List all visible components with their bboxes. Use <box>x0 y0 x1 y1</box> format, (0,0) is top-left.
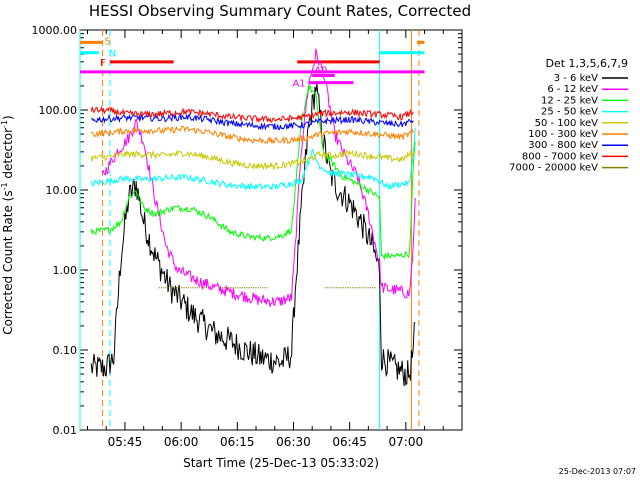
series-line-3 <box>90 127 416 192</box>
y-tick-label: 0.01 <box>53 424 78 437</box>
y-axis-label-sup: -1 <box>0 182 9 190</box>
legend-entry-label: 300 - 800 keV <box>528 140 598 151</box>
flag-label: S <box>104 36 110 47</box>
flag-label: A1 <box>292 79 305 90</box>
y-axis-label-close: ) <box>1 115 15 120</box>
series-line-1 <box>102 48 416 307</box>
x-tick-label: 06:30 <box>276 435 311 449</box>
series-line-5 <box>90 125 414 145</box>
legend-entry-label: 25 - 50 keV <box>541 107 598 118</box>
legend-entry-label: 6 - 12 keV <box>547 84 598 95</box>
y-axis-label: Corrected Count Rate (s-1 detector-1) <box>0 115 15 334</box>
legend-header: Det 1,3,5,6,7,9 <box>545 57 628 70</box>
y-tick-label: 0.10 <box>53 344 78 357</box>
y-axis-label-tail: detector <box>1 128 15 183</box>
series-line-2 <box>90 85 416 261</box>
flag-label: A0 <box>314 65 327 76</box>
y-axis-label-main: Corrected Count Rate (s <box>1 190 15 334</box>
y-tick-label: 10.00 <box>46 184 78 197</box>
x-tick-label: 07:00 <box>389 435 424 449</box>
timestamp: 25-Dec-2013 07:07 <box>559 467 636 476</box>
series-line-7 <box>90 105 414 124</box>
legend-entry-label: 50 - 100 keV <box>535 118 599 129</box>
legend-entry-label: 7000 - 20000 keV <box>509 163 598 174</box>
series-line-4 <box>90 149 414 171</box>
x-tick-label: 06:00 <box>164 435 199 449</box>
y-tick-label: 100.00 <box>39 104 78 117</box>
plot-area: 0.01 0.10 1.00 10.00 100.00 1000.00 05:45 06:00… <box>32 24 463 449</box>
x-axis-label: Start Time (25-Dec-13 05:33:02) <box>183 456 379 470</box>
flag-label: F <box>100 58 106 69</box>
x-tick-label: 06:15 <box>220 435 255 449</box>
series-line-6 <box>90 112 414 131</box>
flag-label: N <box>109 49 116 60</box>
y-axis-label-sup2: -1 <box>0 120 9 128</box>
y-tick-label: 1000.00 <box>32 24 78 37</box>
legend-entry-label: 100 - 300 keV <box>528 129 598 140</box>
chart-title: HESSI Observing Summary Count Rates, Cor… <box>89 2 471 20</box>
series-line-0 <box>90 83 416 387</box>
y-tick-label: 1.00 <box>53 264 78 277</box>
x-tick-label: 05:45 <box>108 435 143 449</box>
legend-entry-label: 800 - 7000 keV <box>522 151 598 162</box>
x-tick-label: 06:45 <box>332 435 367 449</box>
legend-entry-label: 12 - 25 keV <box>541 95 598 106</box>
legend-entry-label: 3 - 6 keV <box>554 73 598 84</box>
